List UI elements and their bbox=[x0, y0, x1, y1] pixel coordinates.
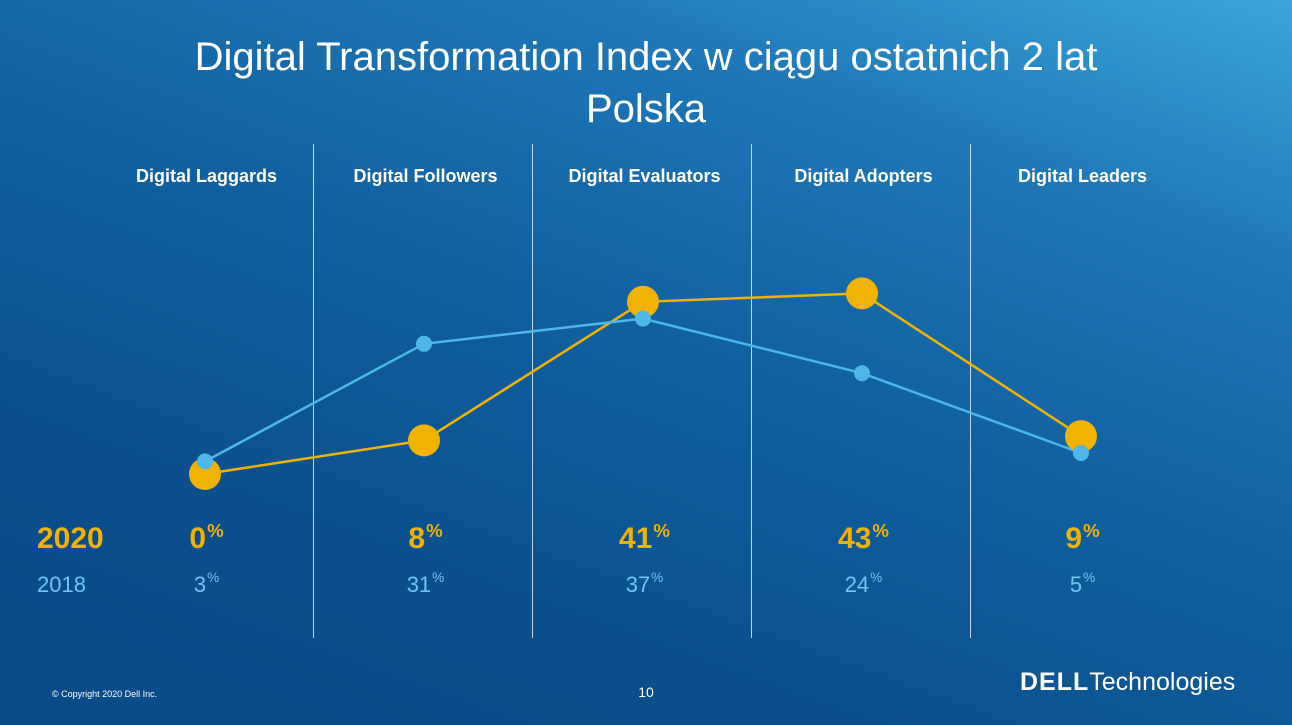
value-2020-leaders: 9% bbox=[1065, 520, 1100, 555]
value-2020-followers: 8% bbox=[408, 520, 443, 555]
value-2020-adopters: 43% bbox=[838, 520, 889, 555]
data-point-2020-4 bbox=[1065, 420, 1097, 453]
data-point-2020-1 bbox=[408, 424, 440, 457]
data-point-2020-2 bbox=[627, 285, 659, 318]
category-label-laggards: Digital Laggards bbox=[135, 166, 278, 186]
column-divider bbox=[751, 144, 752, 638]
value-2018-laggards: 3% bbox=[193, 570, 220, 597]
category-label-leaders: Digital Leaders bbox=[1017, 166, 1148, 186]
page-number: 10 bbox=[638, 684, 654, 700]
category-label-adopters: Digital Adopters bbox=[794, 166, 933, 186]
copyright-notice: © Copyright 2020 Dell Inc. bbox=[52, 689, 158, 699]
data-point-2018-1 bbox=[416, 335, 432, 352]
data-point-2020-3 bbox=[846, 277, 878, 310]
value-2020-laggards: 0% bbox=[189, 520, 224, 555]
slide-subtitle: Polska bbox=[585, 87, 707, 131]
value-2018-adopters: 24% bbox=[844, 570, 883, 597]
column-divider bbox=[970, 144, 971, 638]
logo-technologies-wordmark: Technologies bbox=[1089, 668, 1236, 696]
value-2018-leaders: 5% bbox=[1069, 570, 1096, 597]
data-point-2020-0 bbox=[189, 458, 221, 490]
data-point-2018-2 bbox=[635, 310, 651, 327]
value-2018-followers: 31% bbox=[406, 570, 445, 597]
column-divider bbox=[313, 144, 314, 638]
data-point-2018-4 bbox=[1073, 445, 1089, 461]
value-2018-evaluators: 37% bbox=[625, 570, 664, 597]
series-label-2020: 2020 bbox=[37, 522, 104, 555]
logo-dell-wordmark: DELL bbox=[1020, 668, 1090, 696]
data-point-2018-0 bbox=[197, 453, 213, 470]
category-label-evaluators: Digital Evaluators bbox=[568, 166, 721, 186]
value-2020-evaluators: 41% bbox=[619, 520, 670, 555]
series-line-2018 bbox=[204, 317, 1082, 463]
dell-technologies-logo: DELLTechnologies bbox=[1020, 668, 1235, 697]
series-label-2018: 2018 bbox=[37, 572, 86, 597]
column-divider bbox=[532, 144, 533, 638]
data-point-2018-3 bbox=[854, 365, 870, 382]
category-label-followers: Digital Followers bbox=[353, 166, 498, 186]
slide-title: Digital Transformation Index w ciągu ost… bbox=[194, 35, 1098, 79]
